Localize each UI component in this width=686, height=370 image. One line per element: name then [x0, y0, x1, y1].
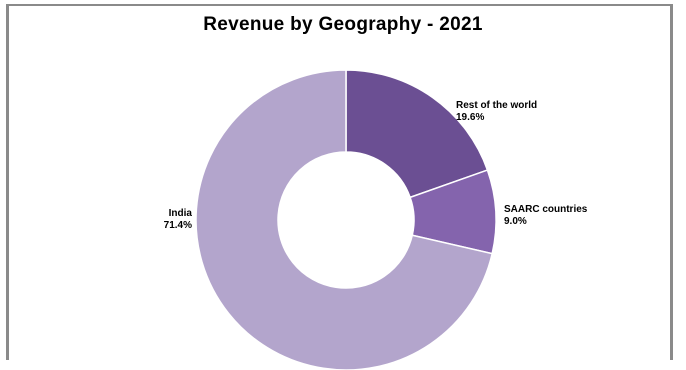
chart-title: Revenue by Geography - 2021 — [203, 14, 483, 35]
donut-slice-rest-of-the-world — [345, 69, 489, 199]
slice-label-rest-of-the-world: Rest of the world — [456, 100, 537, 111]
slice-value-label-saarc-countries: 9.0% — [504, 216, 527, 227]
slice-label-saarc-countries: SAARC countries — [504, 204, 588, 215]
donut-slice-india — [195, 69, 494, 370]
slice-label-india: India — [169, 208, 193, 219]
slice-value-label-india: 71.4% — [164, 220, 192, 231]
slice-value-label-rest-of-the-world: 19.6% — [456, 112, 484, 123]
